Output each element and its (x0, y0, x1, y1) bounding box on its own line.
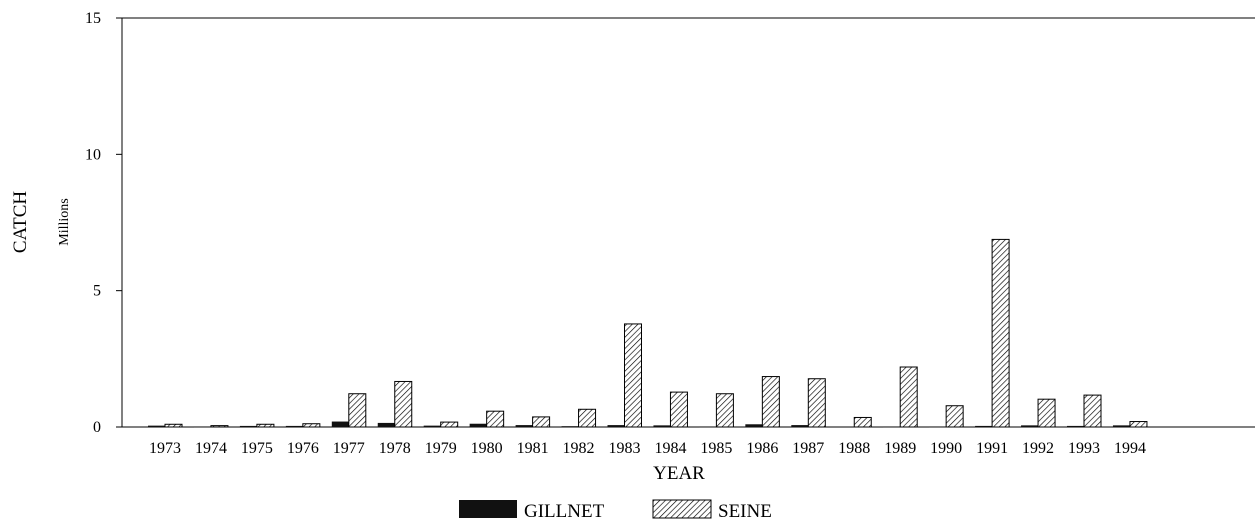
bar-seine (532, 416, 551, 428)
bar-gillnet (929, 426, 947, 428)
bar-seine (807, 378, 826, 428)
x-tick-label: 1992 (1022, 440, 1054, 457)
bar-seine (348, 393, 367, 428)
x-tick-label: 1981 (517, 440, 549, 457)
bar-gillnet (975, 425, 993, 427)
bar-seine (991, 238, 1010, 428)
bar-gillnet (285, 425, 303, 427)
x-tick-label: 1979 (425, 440, 457, 457)
bars-group (148, 238, 1148, 428)
bar-gillnet (699, 426, 717, 428)
x-tick-label: 1987 (792, 440, 824, 457)
bar-seine (624, 323, 642, 428)
x-tick-label: 1986 (746, 440, 778, 457)
y-tick-label: 15 (85, 10, 101, 27)
bar-gillnet (791, 425, 809, 427)
x-tick-label: 1978 (379, 440, 411, 457)
bar-seine (899, 366, 918, 428)
bar-gillnet (148, 425, 165, 427)
x-tick-label: 1984 (654, 440, 686, 457)
x-tick-label: 1980 (471, 440, 503, 457)
bar-seine (761, 376, 780, 428)
bar-gillnet (331, 421, 349, 427)
bar-seine (440, 421, 459, 428)
x-tick-label: 1974 (195, 440, 227, 457)
x-tick-label: 1988 (838, 440, 870, 457)
y-tick-label: 5 (93, 283, 101, 300)
x-tick-label: 1991 (976, 440, 1008, 457)
bar-gillnet (377, 422, 395, 427)
x-tick-label: 1976 (287, 440, 319, 457)
legend-label-seine: SEINE (718, 501, 772, 522)
x-tick-label: 1985 (700, 440, 732, 457)
legend: GILLNET SEINE (459, 499, 772, 522)
x-tick-label: 1973 (149, 440, 181, 457)
y-axis-unit: Millions (57, 198, 72, 245)
bar-seine (853, 416, 872, 428)
x-tick-label: 1983 (609, 440, 641, 457)
bar-gillnet (515, 425, 533, 427)
x-tick-label: 1990 (930, 440, 962, 457)
x-tick-label: 1975 (241, 440, 273, 457)
x-tick-label: 1994 (1114, 440, 1146, 457)
bar-seine (302, 423, 321, 428)
bar-gillnet (239, 425, 257, 427)
bar-seine (1129, 421, 1148, 428)
bar-seine (210, 425, 229, 428)
bar-gillnet (607, 425, 625, 427)
x-tick-labels: 1973 1974 1975 1976 1977 1978 1979 1980 1981 1982… (149, 440, 1146, 457)
bar-seine (578, 408, 597, 428)
bar-seine (945, 405, 964, 428)
bar-gillnet (561, 426, 579, 428)
legend-swatch-gillnet (459, 500, 517, 518)
bar-seine (669, 391, 688, 428)
bar-seine (715, 393, 734, 428)
x-tick-label: 1982 (563, 440, 595, 457)
bar-gillnet (1112, 425, 1130, 427)
bar-gillnet (745, 424, 763, 427)
bar-gillnet (1067, 425, 1084, 427)
y-axis-title: CATCH (10, 191, 31, 254)
bar-gillnet (653, 425, 671, 427)
x-tick-label: 1989 (884, 440, 916, 457)
x-tick-label: 1977 (333, 440, 365, 457)
bar-gillnet (469, 423, 487, 427)
bar-gillnet (193, 426, 211, 428)
y-tick-labels: 0 5 10 15 (85, 10, 122, 436)
x-tick-label: 1993 (1068, 440, 1100, 457)
bar-seine (164, 423, 183, 428)
bar-gillnet (423, 425, 441, 427)
bar-seine (1083, 394, 1102, 428)
bar-seine (394, 380, 413, 428)
bar-seine (256, 423, 275, 428)
legend-label-gillnet: GILLNET (524, 501, 605, 522)
y-tick-label: 0 (93, 419, 101, 436)
bar-gillnet (1021, 425, 1039, 427)
plot-area (121, 17, 1255, 428)
bar-seine (486, 410, 505, 428)
bar-gillnet (883, 426, 901, 428)
x-axis-title: YEAR (653, 463, 705, 484)
bar-seine (1037, 398, 1056, 428)
legend-swatch-seine (652, 499, 712, 519)
y-tick-label: 10 (85, 146, 101, 163)
